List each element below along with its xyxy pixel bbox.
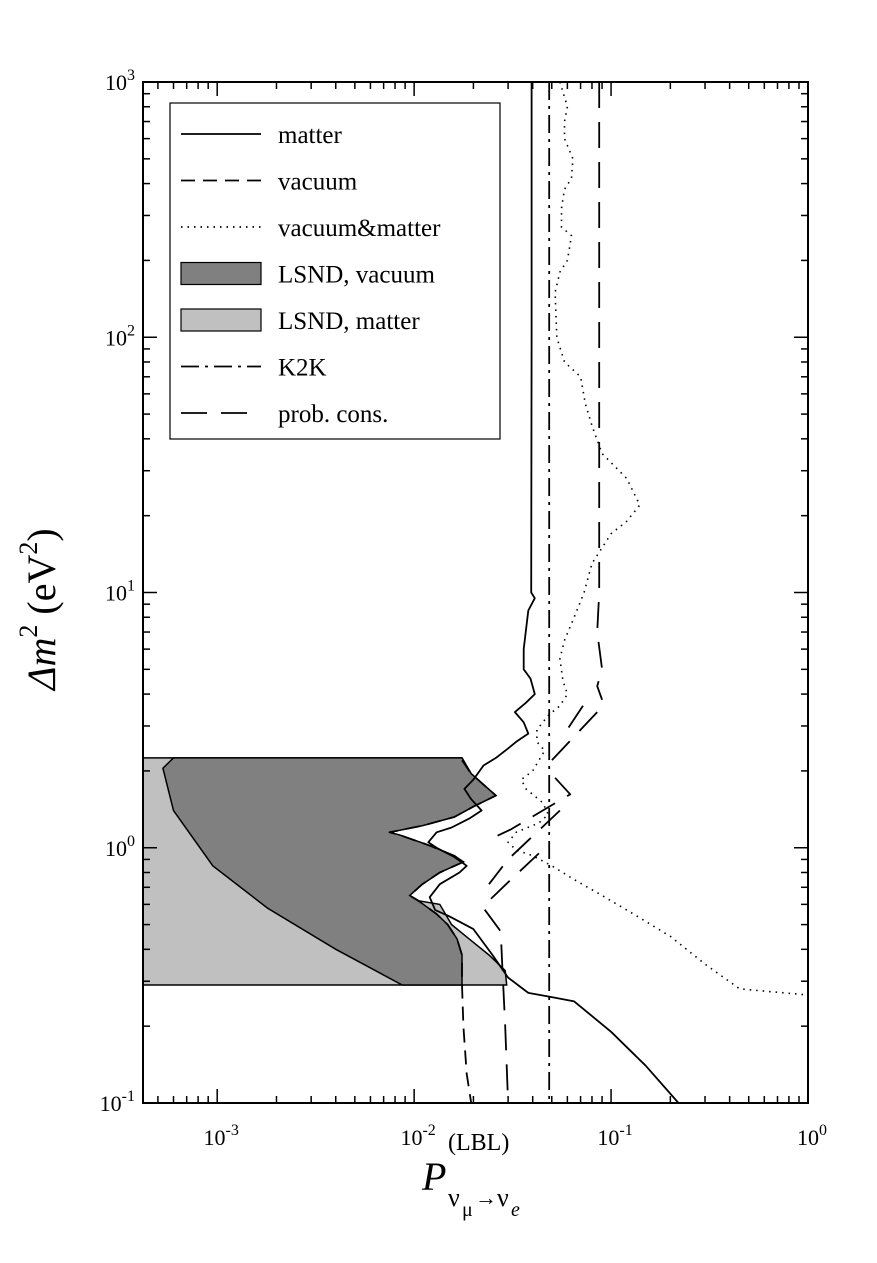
x-label-sub-mu: μ (462, 1199, 473, 1221)
series-pc_seg1 (563, 705, 584, 735)
legend-swatch-lsnd_mat (180, 308, 262, 332)
lsnd-regions (142, 757, 508, 986)
legend: matter vacuum vacuum&matter LSND, vacuum LSN… (169, 102, 501, 440)
y-label-unit-exp: 2 (14, 542, 43, 555)
x-tick-label: 100 (797, 1122, 827, 1150)
x-tick-label: 10-3 (204, 1122, 239, 1150)
x-label-sub-nu2: ν (497, 1183, 509, 1212)
x-axis-label: P (LBL) ν μ → ν e (421, 1130, 520, 1221)
y-label-unit-close: ) (19, 528, 64, 541)
x-label-main: P (421, 1154, 446, 1199)
svg-text:Δm2 (eV2): Δm2 (eV2) (14, 528, 64, 692)
x-label-sub-e: e (511, 1199, 520, 1221)
y-tick-label: 10-1 (100, 1088, 135, 1116)
x-tick-label: 10-2 (400, 1122, 435, 1150)
x-label-sub-nu1: ν (448, 1183, 460, 1212)
series-pc_seg2 (545, 711, 598, 767)
legend-swatch-lsnd_vac (180, 261, 262, 286)
series-pc_seg3 (493, 777, 572, 839)
y-label-main: Δm (19, 638, 64, 692)
y-tick-label: 101 (105, 578, 135, 606)
legend-label-vm: vacuum&matter (278, 215, 441, 242)
x-label-sub-arrow: → (475, 1185, 497, 1210)
legend-label-k2k: K2K (278, 355, 327, 382)
x-label-superscript: (LBL) (448, 1130, 509, 1156)
legend-label-matter: matter (278, 122, 343, 149)
series-pc_right (596, 82, 603, 701)
y-tick-label: 102 (105, 322, 135, 350)
x-tick-label: 10-1 (597, 1122, 632, 1150)
series-vm (507, 81, 809, 996)
y-label-exp: 2 (14, 625, 43, 638)
y-tick-label: 100 (105, 833, 135, 861)
legend-label-lsnd_mat: LSND, matter (278, 308, 420, 335)
y-tick-label: 103 (105, 67, 135, 95)
series-pc_lower (482, 852, 540, 1104)
series-matter (427, 82, 680, 1104)
series-pc_seg4 (488, 809, 561, 885)
axis-ticks: 10-3 10-2 10-1 100 10-1 100 101 102 103 (100, 67, 827, 1150)
y-label-unit: (eV (19, 555, 64, 625)
y-axis-label: Δm2 (eV2) (14, 528, 64, 692)
series-vacuum (388, 759, 497, 1104)
series-lines (388, 81, 809, 1104)
legend-label-pc: prob. cons. (278, 401, 388, 428)
legend-label-lsnd_vac: LSND, vacuum (278, 262, 435, 289)
legend-label-vacuum: vacuum (278, 169, 358, 196)
